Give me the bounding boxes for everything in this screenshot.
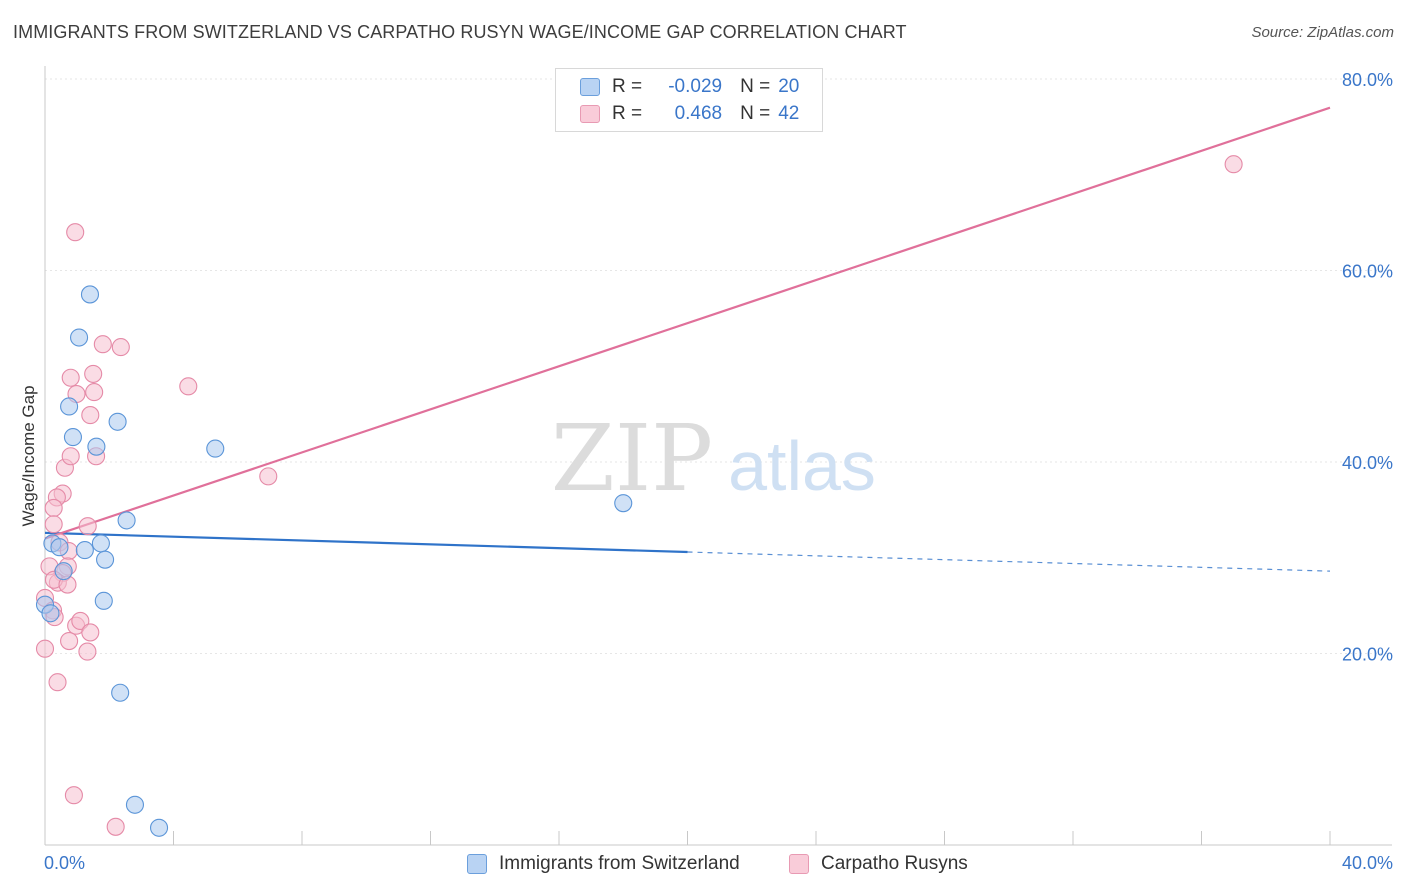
trend-line-carpatho <box>44 106 1331 540</box>
data-point-carpatho <box>85 383 104 402</box>
data-point-carpatho <box>93 335 112 354</box>
axis-labels: 20.0% 40.0% 60.0% 80.0% 0.0% 40.0% Wage/Income… <box>19 70 1393 873</box>
y-tick-label: 80.0% <box>1342 70 1393 90</box>
data-point-carpatho <box>78 517 97 536</box>
data-point-switzerland <box>50 538 69 557</box>
legend-r-label: R = <box>612 103 643 124</box>
data-point-switzerland <box>614 494 633 513</box>
legend-n-label: N = <box>740 103 771 124</box>
trend-line-switzerland <box>44 531 688 554</box>
series-legend-switzerland[interactable]: Immigrants from Switzerland <box>467 851 740 877</box>
data-point-carpatho <box>259 467 278 486</box>
watermark-atlas: atlas <box>728 427 876 505</box>
series-swatch-pink <box>789 854 809 874</box>
data-point-carpatho <box>78 642 97 661</box>
data-point-carpatho <box>111 338 130 357</box>
data-point-carpatho <box>61 447 80 466</box>
data-points <box>35 155 1243 837</box>
chart-title: IMMIGRANTS FROM SWITZERLAND VS CARPATHO … <box>13 22 907 42</box>
data-point-carpatho <box>1224 155 1243 174</box>
legend-swatch-pink <box>580 105 600 123</box>
legend-n-value: 20 <box>778 76 800 97</box>
data-point-switzerland <box>111 683 130 702</box>
legend-r-value: -0.029 <box>668 76 723 97</box>
data-point-switzerland <box>96 550 115 569</box>
data-point-switzerland <box>206 439 225 458</box>
data-point-switzerland <box>75 541 94 560</box>
axes <box>44 66 1392 846</box>
data-point-switzerland <box>108 412 127 431</box>
watermark: ZIP atlas <box>551 405 876 512</box>
legend-row-carpatho: R = 0.468 N = 42 <box>580 102 799 126</box>
data-point-switzerland <box>80 285 100 304</box>
y-axis-title: Wage/Income Gap <box>19 385 38 526</box>
data-point-carpatho <box>64 786 83 805</box>
data-point-carpatho <box>179 377 198 396</box>
stats-legend: R = -0.029 N = 20 R = 0.468 N = 42 <box>555 68 823 132</box>
series-legend-label: Carpatho Rusyns <box>821 853 968 874</box>
legend-r-label: R = <box>612 76 643 97</box>
legend-r-value: 0.468 <box>674 103 723 124</box>
data-point-carpatho <box>81 623 100 642</box>
data-point-carpatho <box>44 515 63 534</box>
data-point-carpatho <box>84 364 103 383</box>
y-tick-label: 60.0% <box>1342 262 1393 282</box>
data-point-switzerland <box>91 534 110 553</box>
data-point-switzerland <box>125 795 144 814</box>
series-legend-label: Immigrants from Switzerland <box>499 853 740 874</box>
data-point-carpatho <box>66 223 85 242</box>
data-point-carpatho <box>61 368 80 387</box>
data-point-switzerland <box>54 562 73 581</box>
data-point-switzerland <box>41 604 60 623</box>
series-legend-carpatho[interactable]: Carpatho Rusyns <box>789 851 968 877</box>
data-point-carpatho <box>48 673 67 692</box>
watermark-zip: ZIP <box>551 405 713 512</box>
trend-lines <box>44 106 1331 572</box>
data-point-switzerland <box>117 511 136 530</box>
data-point-carpatho <box>71 611 90 630</box>
x-tick-label: 0.0% <box>44 853 85 873</box>
series-swatch-blue <box>467 854 487 874</box>
data-point-switzerland <box>149 818 169 837</box>
data-point-switzerland <box>63 428 82 447</box>
data-point-carpatho <box>81 406 100 425</box>
legend-swatch-blue <box>580 78 600 96</box>
data-point-carpatho <box>35 639 55 658</box>
source-label[interactable]: Source: ZipAtlas.com <box>1251 24 1394 41</box>
legend-row-switzerland: R = -0.029 N = 20 <box>580 75 799 99</box>
data-point-switzerland <box>94 591 113 610</box>
legend-n-label: N = <box>740 76 771 97</box>
y-tick-label: 40.0% <box>1342 453 1393 473</box>
legend-n-value: 42 <box>778 103 800 124</box>
trend-line-extrapolated <box>687 551 1331 572</box>
data-point-switzerland <box>70 328 89 347</box>
data-point-carpatho <box>106 817 125 836</box>
y-tick-label: 20.0% <box>1342 645 1393 665</box>
data-point-switzerland <box>60 397 79 416</box>
data-point-carpatho <box>44 498 63 518</box>
x-tick-label: 40.0% <box>1342 853 1393 873</box>
data-point-switzerland <box>87 437 106 456</box>
data-point-carpatho <box>60 632 79 651</box>
